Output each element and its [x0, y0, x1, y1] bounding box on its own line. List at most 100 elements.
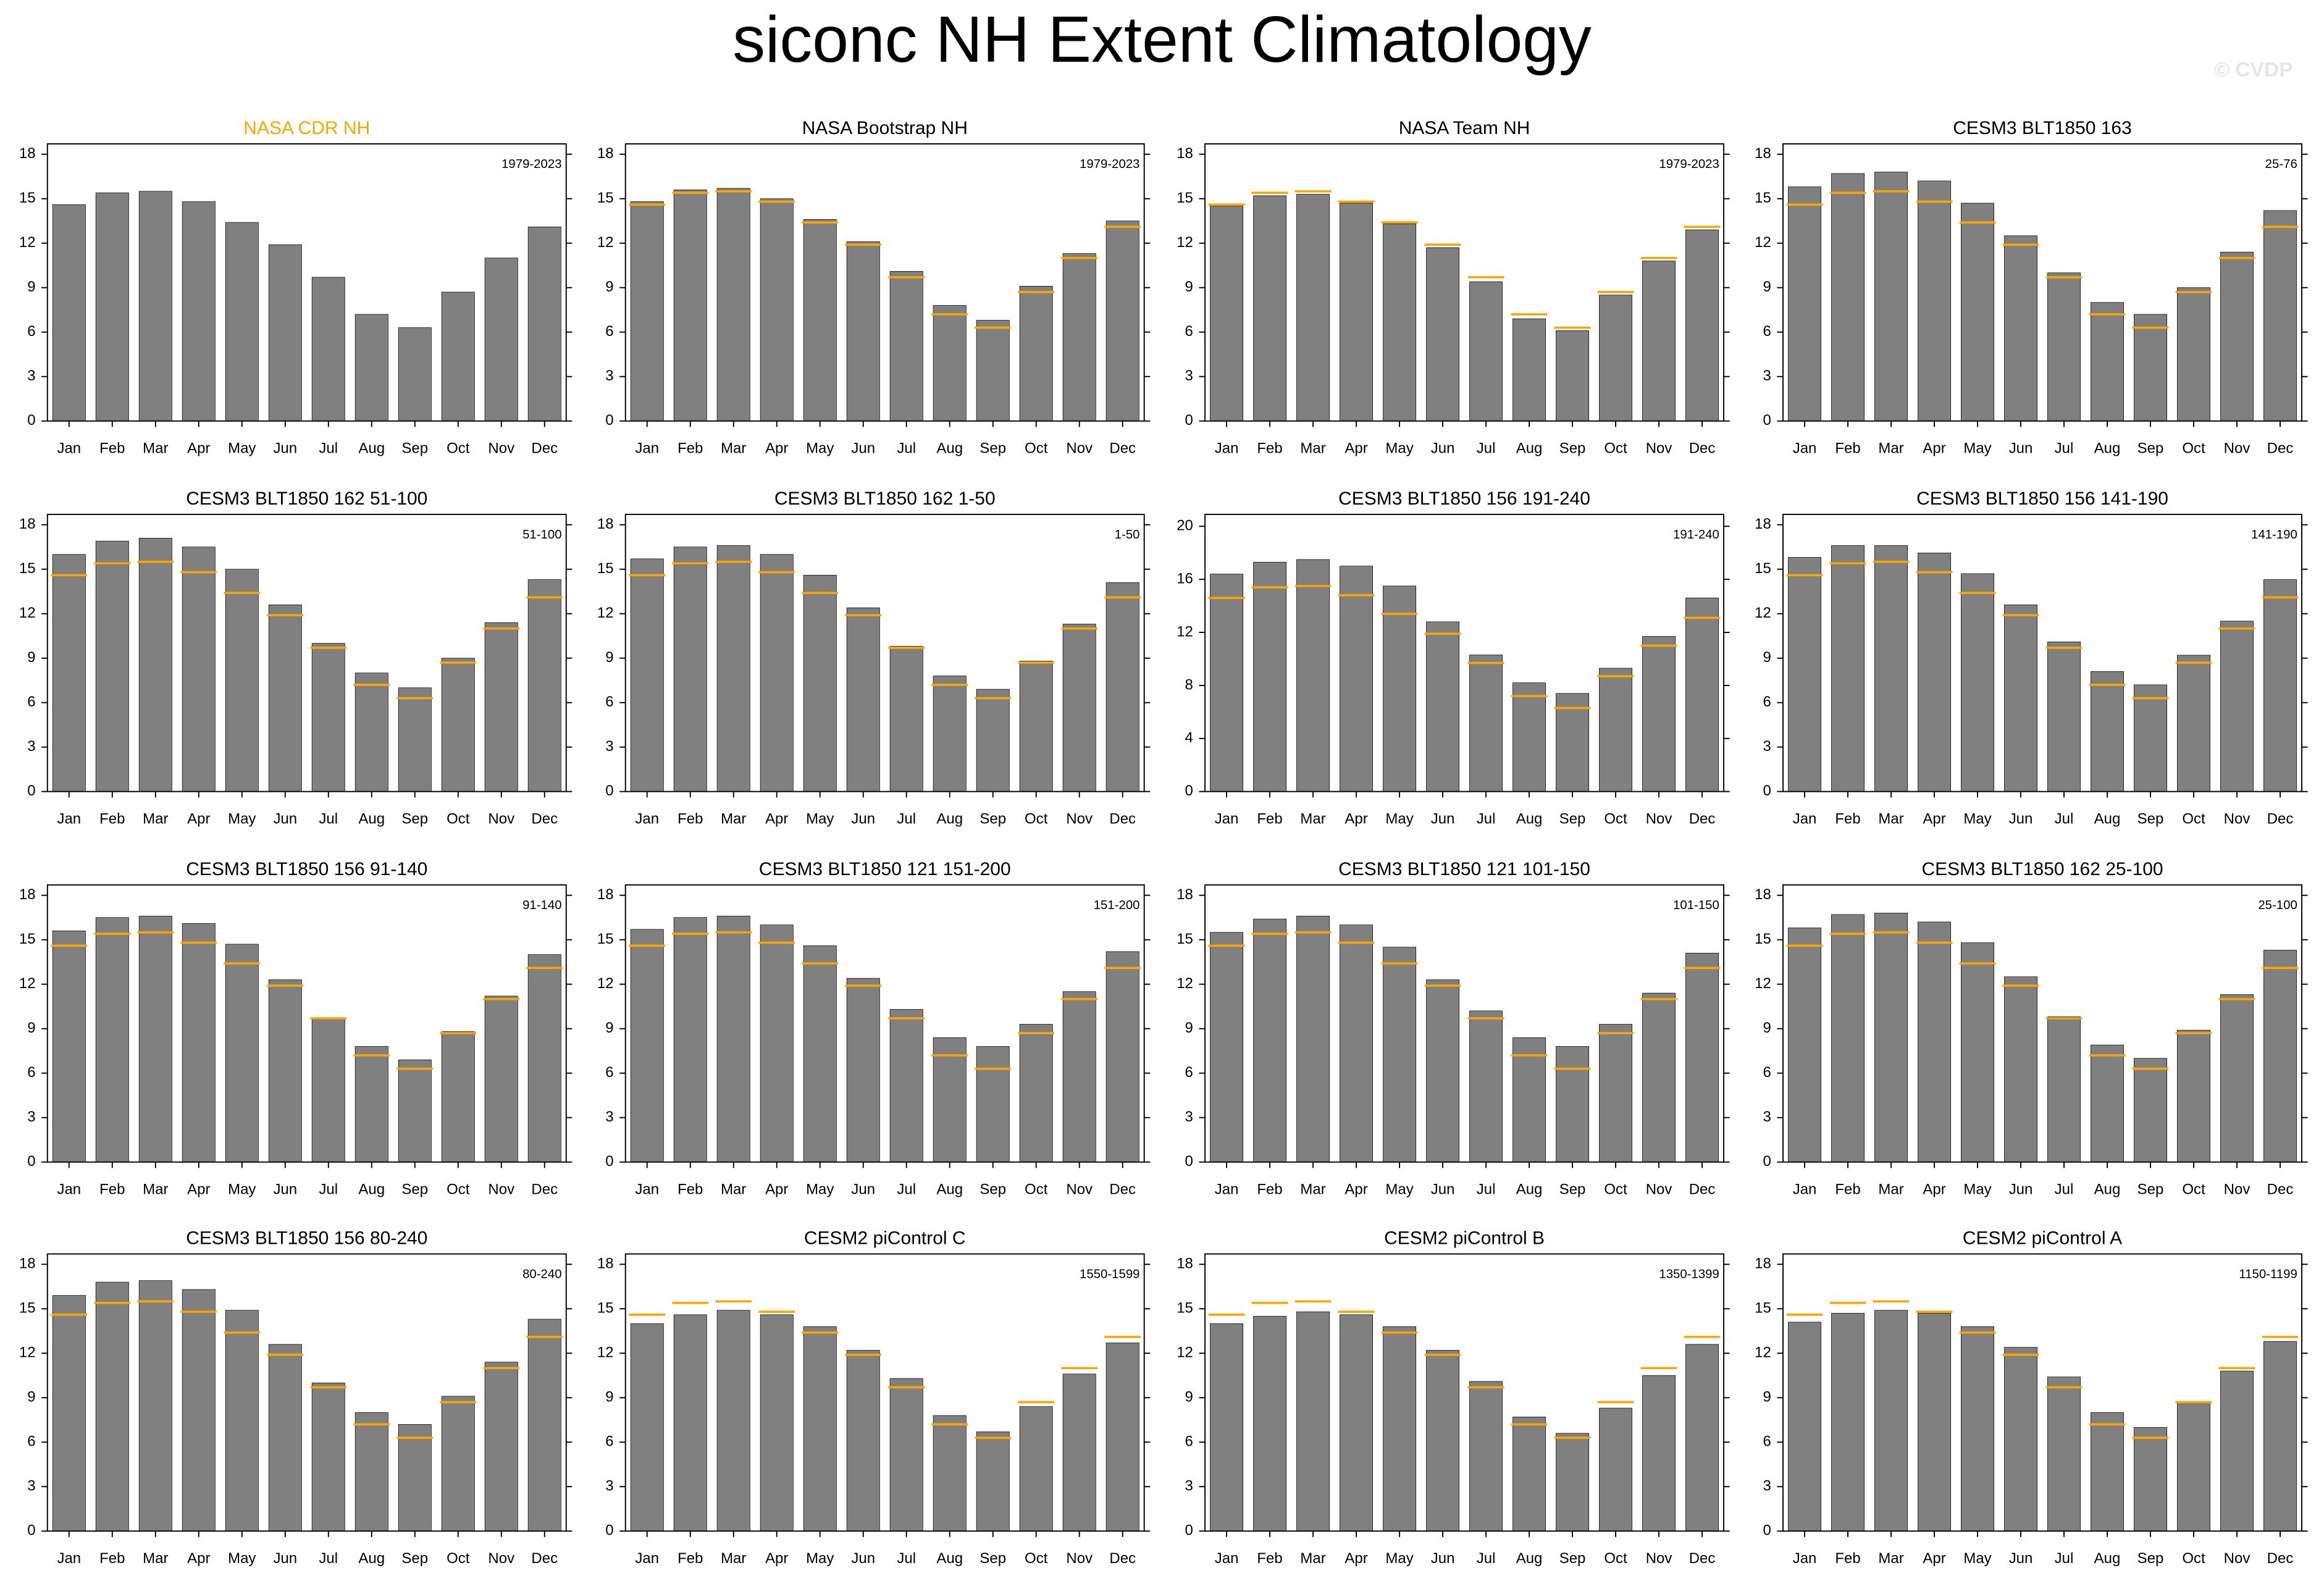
- x-tick-label: May: [806, 1550, 834, 1567]
- bar: [225, 944, 259, 1163]
- bar: [803, 1326, 837, 1532]
- bar: [2047, 641, 2081, 792]
- bar: [225, 569, 259, 792]
- plot-frame: [46, 143, 567, 422]
- x-tick-label: Nov: [1066, 1550, 1093, 1567]
- x-tick-label: Jun: [851, 811, 875, 828]
- y-tick-label: 15: [1177, 1300, 1193, 1317]
- bar: [182, 201, 216, 422]
- bar: [716, 188, 750, 422]
- bar: [1685, 597, 1719, 792]
- x-tick-label: Aug: [358, 1181, 385, 1198]
- bar: [1019, 1406, 1053, 1532]
- plot-frame: [46, 884, 567, 1163]
- bar: [630, 1323, 664, 1532]
- x-tick-label: Feb: [1835, 1550, 1860, 1567]
- bar: [311, 643, 345, 792]
- bar: [2177, 1402, 2210, 1532]
- bar: [1512, 1417, 1546, 1532]
- bar: [1599, 668, 1633, 792]
- y-tick-label: 18: [597, 886, 614, 903]
- y-tick-label: 3: [1185, 1478, 1193, 1495]
- x-tick-label: Feb: [99, 1181, 125, 1198]
- y-tick-label: 9: [1763, 279, 1771, 295]
- bar: [630, 558, 664, 792]
- y-tick-label: 15: [19, 931, 36, 947]
- y-tick-label: 15: [1177, 931, 1193, 947]
- x-tick-label: May: [806, 1181, 834, 1198]
- bar: [1556, 1046, 1590, 1163]
- bar: [716, 545, 750, 792]
- bar: [976, 320, 1010, 422]
- x-tick-label: Jul: [897, 811, 916, 828]
- plot-frame: [624, 884, 1145, 1163]
- x-tick-label: Jan: [57, 811, 81, 828]
- bar: [933, 676, 967, 792]
- x-tick-label: Feb: [1257, 811, 1282, 828]
- bar: [2091, 1044, 2124, 1163]
- x-tick-label: Dec: [1109, 1181, 1136, 1198]
- bar: [2220, 1370, 2254, 1532]
- bar: [1512, 318, 1546, 422]
- bar: [2004, 604, 2037, 792]
- bar: [311, 277, 345, 422]
- bar: [1426, 1350, 1460, 1532]
- y-tick-label: 3: [605, 1109, 613, 1125]
- y-tick-label: 18: [1177, 1256, 1193, 1272]
- period-label: 101-150: [1673, 899, 1719, 912]
- bar: [441, 658, 475, 792]
- x-tick-label: May: [228, 811, 256, 828]
- bar: [1556, 1433, 1590, 1532]
- x-tick-label: Aug: [2094, 1181, 2121, 1198]
- x-tick-label: Aug: [936, 1181, 963, 1198]
- bar: [1340, 1314, 1374, 1532]
- bar: [1642, 636, 1676, 792]
- bar: [1918, 1313, 1951, 1532]
- x-tick-label: Apr: [1344, 811, 1367, 828]
- x-tick-label: Oct: [447, 1550, 470, 1567]
- bar: [2091, 671, 2124, 792]
- bar: [441, 1031, 475, 1163]
- bar: [1642, 261, 1676, 422]
- bar: [1019, 1024, 1053, 1163]
- bar: [1253, 195, 1287, 422]
- bar: [1296, 1311, 1330, 1532]
- plot-frame: [1782, 1253, 2302, 1532]
- y-tick-label: 6: [27, 1064, 35, 1081]
- bar: [1426, 621, 1460, 792]
- bar: [1788, 187, 1822, 422]
- y-tick-label: 15: [597, 190, 614, 206]
- bar: [95, 192, 129, 422]
- y-tick-label: 3: [1763, 1478, 1771, 1495]
- panel-title: CESM3 BLT1850 156 141-190: [1916, 488, 2168, 509]
- bar: [268, 244, 302, 422]
- y-tick-label: 6: [1185, 1064, 1193, 1081]
- x-tick-label: Apr: [1923, 440, 1945, 457]
- x-tick-label: May: [1385, 1550, 1413, 1567]
- y-tick-label: 0: [27, 782, 35, 799]
- plot-frame: [624, 513, 1145, 792]
- plot-frame: [1204, 513, 1725, 792]
- bar: [673, 917, 707, 1163]
- bar: [354, 1046, 388, 1163]
- bar: [803, 219, 837, 422]
- x-tick-label: Apr: [1923, 811, 1945, 828]
- y-tick-label: 0: [1763, 1522, 1771, 1539]
- y-tick-label: 3: [27, 367, 35, 384]
- bar: [716, 1310, 750, 1532]
- x-tick-label: Dec: [2267, 1181, 2294, 1198]
- x-tick-label: Dec: [2267, 811, 2294, 828]
- y-tick-label: 6: [1185, 1433, 1193, 1450]
- bar: [933, 305, 967, 422]
- y-tick-label: 8: [1185, 676, 1193, 693]
- bar: [2263, 1341, 2297, 1532]
- x-tick-label: May: [1963, 440, 1991, 457]
- x-tick-label: Mar: [143, 440, 168, 457]
- panel-title: CESM3 BLT1850 121 101-150: [1338, 859, 1590, 879]
- x-tick-label: Feb: [1257, 1181, 1282, 1198]
- x-tick-label: Sep: [2137, 440, 2164, 457]
- x-tick-label: Apr: [1344, 1550, 1367, 1567]
- bar: [1685, 952, 1719, 1163]
- y-tick-label: 9: [1763, 649, 1771, 666]
- period-label: 25-76: [2265, 157, 2297, 171]
